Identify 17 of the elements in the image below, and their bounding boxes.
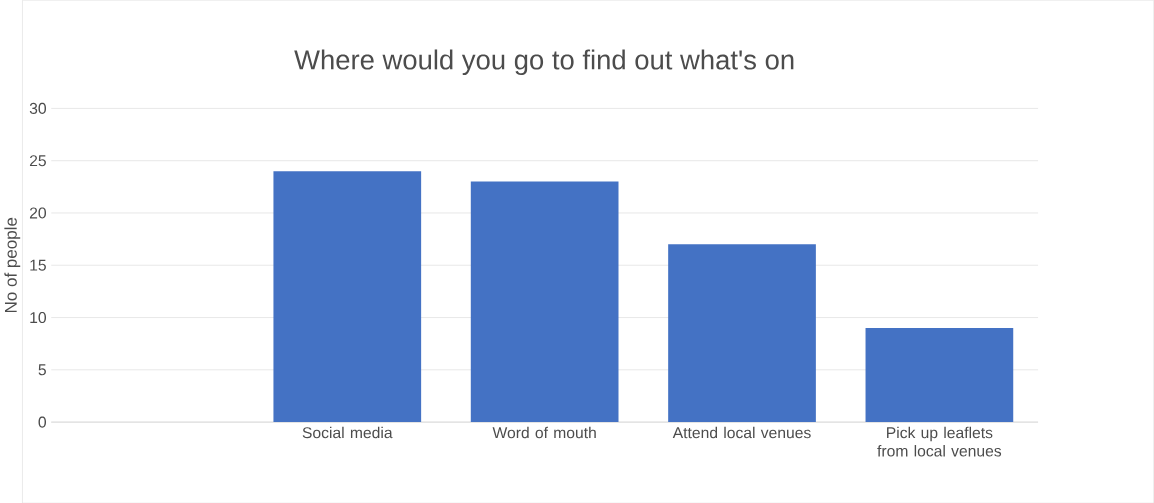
bar xyxy=(273,170,422,422)
x-tick-label: Word of mouth xyxy=(492,426,596,439)
y-tick-label: 30 xyxy=(29,102,47,114)
x-tick-label: Attend local venues xyxy=(672,426,811,439)
y-tick-label: 15 xyxy=(30,259,46,271)
y-axis-title: No of people xyxy=(4,217,21,312)
x-tick-label: Pick up leaflets from local venues xyxy=(877,426,1002,457)
y-tick-label: 25 xyxy=(29,154,46,167)
y-tick-label: 10 xyxy=(30,311,47,323)
chart-title: Where would you go to find out what's on xyxy=(294,49,794,75)
y-tick-label: 5 xyxy=(38,364,46,376)
x-tick-label: Social media xyxy=(302,426,393,439)
y-tick-label: 0 xyxy=(38,416,47,428)
bar xyxy=(865,327,1014,422)
bar xyxy=(668,244,816,422)
y-tick-label: 20 xyxy=(29,207,47,219)
bar xyxy=(470,181,619,422)
